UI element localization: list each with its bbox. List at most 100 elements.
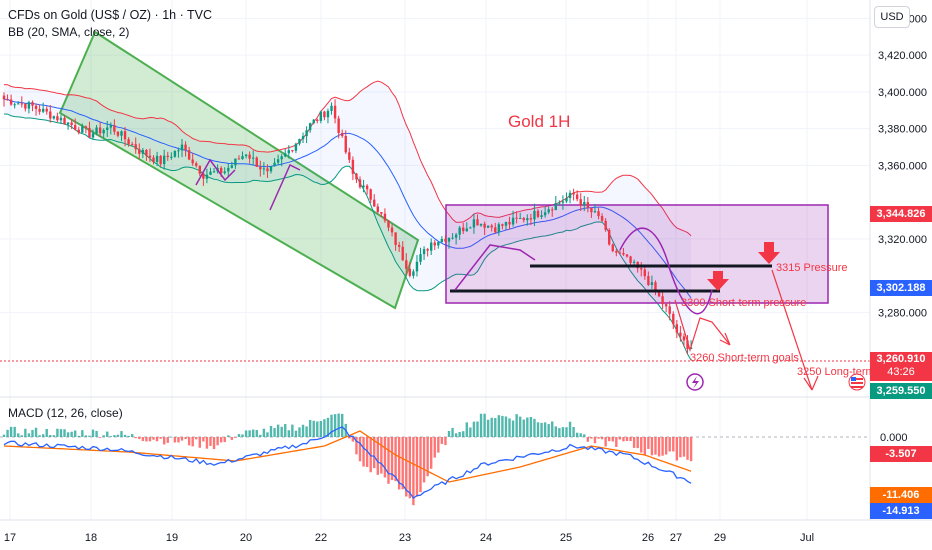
candle-body: [419, 254, 422, 262]
macd-hist-bar: [259, 434, 262, 437]
last-price-value: 3,260.910: [876, 353, 926, 365]
macd-hist-bar: [184, 437, 187, 440]
candle-body: [579, 199, 582, 206]
candle-body: [113, 125, 116, 132]
price-tag-upper: 3,344.826: [870, 206, 932, 222]
candle-body: [479, 223, 483, 226]
candle-body: [344, 136, 347, 153]
macd-hist-bar: [358, 437, 362, 462]
candle-body: [494, 227, 497, 233]
macd-hist-bar: [223, 437, 226, 443]
time-tick-label: 18: [85, 532, 97, 544]
candle-body: [554, 203, 557, 211]
candle-body: [401, 246, 404, 261]
macd-hist-bar: [462, 431, 465, 437]
time-tick-label: Jul: [800, 532, 814, 544]
macd-hist-bar: [198, 437, 201, 448]
macd-hist-bar: [568, 421, 572, 437]
time-tick-label: 17: [4, 532, 16, 544]
macd-hist-bar: [180, 437, 184, 441]
macd-hist-bar: [9, 426, 13, 437]
candle-body: [376, 206, 379, 213]
price-tick-label: 3,280.000: [878, 307, 927, 319]
macd-hist-bar: [543, 422, 547, 437]
candle-body: [191, 159, 194, 164]
candle-body: [91, 133, 95, 138]
time-tick-label: 26: [642, 532, 654, 544]
candle-body: [394, 232, 397, 245]
macd-hist-bar: [341, 413, 344, 437]
macd-hist-bar: [415, 437, 419, 497]
candle-body: [611, 244, 614, 252]
candle-body: [116, 131, 120, 136]
macd-hist-bar: [519, 416, 522, 437]
candles: [2, 92, 693, 355]
symbol-title[interactable]: CFDs on Gold (US$ / OZ) · 1h · TVC: [8, 8, 212, 22]
candle-body: [138, 149, 141, 154]
candle-body: [180, 144, 184, 151]
candle-body: [465, 228, 468, 232]
macd-hist-bar: [397, 437, 401, 490]
candle-body: [483, 223, 486, 228]
macd-hist-bar: [579, 433, 582, 437]
candle-body: [604, 220, 607, 230]
macd-hist-bar: [159, 437, 162, 439]
candle-body: [84, 126, 88, 128]
price-axis[interactable]: 3,440.0003,420.0003,400.0003,380.0003,36…: [878, 13, 927, 319]
candle-body: [166, 155, 169, 158]
time-tick-label: 29: [714, 532, 726, 544]
candle-body: [152, 157, 155, 162]
candle-body: [88, 127, 91, 138]
macd-hist-bar: [387, 437, 390, 484]
signal-line: [3, 430, 692, 483]
candle-body: [440, 238, 444, 243]
candle-body: [422, 249, 426, 255]
candle-body: [668, 306, 671, 314]
macd-indicator-label[interactable]: MACD (12, 26, close): [8, 406, 123, 420]
macd-hist-bar: [74, 430, 77, 437]
macd-hist-bar: [419, 437, 422, 493]
macd-hist-bar: [20, 435, 23, 437]
candle-body: [373, 199, 376, 207]
macd-hist-bar: [219, 437, 223, 443]
candle-body: [287, 150, 290, 154]
macd-hist-bar: [209, 437, 212, 446]
candle-body: [163, 155, 166, 165]
macd-hist-bar: [529, 416, 533, 437]
macd-hist-bar: [27, 433, 31, 437]
macd-hist-bar: [504, 416, 508, 437]
candle-body: [380, 212, 383, 214]
currency-button[interactable]: USD: [874, 6, 910, 28]
price-tick-label: 3,420.000: [878, 50, 927, 62]
macd-hist-bar: [401, 437, 404, 490]
macd-hist-bar: [138, 437, 141, 440]
candle-body: [511, 217, 515, 225]
macd-hist-bar: [109, 436, 112, 437]
macd-hist-bar: [654, 437, 657, 455]
candle-body: [618, 252, 622, 254]
macd-hist-bar: [31, 429, 34, 437]
macd-hist-bar: [284, 424, 287, 437]
candle-body: [472, 219, 476, 228]
candle-body: [643, 269, 646, 277]
macd-hist-bar: [661, 437, 664, 456]
macd-hist-bar: [511, 420, 515, 437]
macd-hist-bar: [365, 437, 369, 468]
candle-body: [412, 271, 415, 276]
macd-hist-bar: [437, 437, 440, 453]
candle-body: [326, 110, 330, 118]
time-axis[interactable]: 17 18 19 20 22 23 24 25 26 27 29 Jul: [4, 532, 814, 544]
lightning-icon[interactable]: [686, 373, 704, 391]
macd-hist-bar: [515, 414, 518, 437]
candle-body: [565, 198, 568, 202]
bb-indicator-label[interactable]: BB (20, SMA, close, 2): [8, 25, 130, 39]
wave-drawing: [195, 158, 713, 315]
macd-hist-bar: [148, 437, 152, 442]
macd-hist-bar: [301, 424, 305, 437]
macd-hist-bar: [337, 413, 340, 437]
candle-body: [383, 213, 387, 221]
macd-hist-bar: [682, 437, 686, 457]
macd-hist-bar: [17, 433, 20, 437]
macd-hist-bar: [593, 437, 597, 444]
